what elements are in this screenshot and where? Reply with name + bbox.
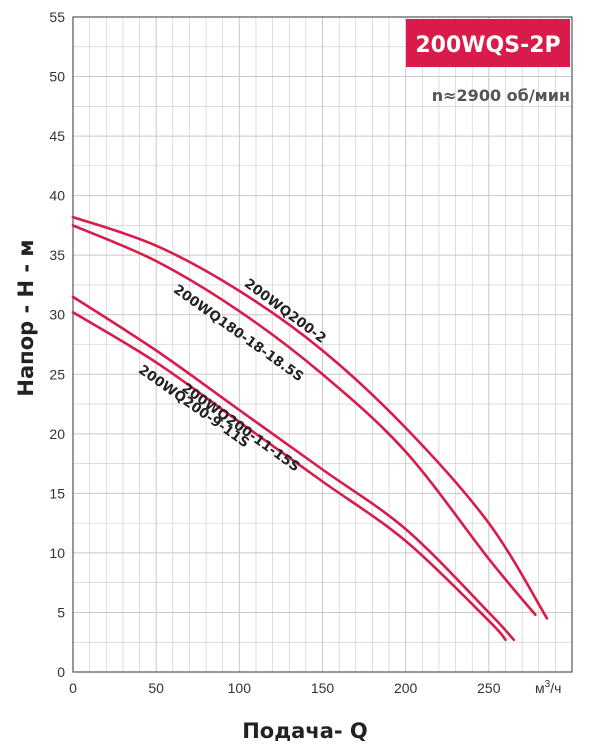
curve-series-2 [71,224,537,617]
grid [72,16,573,673]
y-tick-label: 45 [49,128,65,144]
y-tick-labels: 0 5 10 15 20 25 30 35 40 45 50 55 [49,9,65,680]
y-tick-label: 10 [49,545,65,561]
chart-title: 200WQS-2P [415,33,560,58]
y-tick-label: 5 [57,604,65,620]
x-unit-label: м3/ч [535,679,561,696]
curve-label-3: 200WQ200-11-15S [179,380,303,475]
curve-series-1 [71,215,549,620]
y-axis-title: Напор - Н - м [14,239,38,396]
y-tick-label: 0 [57,664,65,680]
x-unit-base: м [535,680,545,696]
y-tick-label: 15 [49,485,65,501]
curve-label-2: 200WQ180-18-18.5S [170,282,306,385]
title-badge [406,19,570,67]
curves [71,215,549,642]
y-tick-label: 40 [49,188,65,204]
y-tick-label: 20 [49,426,65,442]
y-tick-label: 25 [49,366,65,382]
x-axis-title: Подача- Q [242,719,368,743]
y-tick-label: 30 [49,307,65,323]
x-tick-label: 0 [69,680,77,696]
y-tick-label: 50 [49,69,65,85]
speed-label: n≈2900 об/мин [432,86,570,105]
x-tick-labels: 0 50 100 150 200 250 [69,680,501,696]
x-unit-tail: /ч [550,680,561,696]
x-tick-label: 50 [148,680,164,696]
x-unit-sup: 3 [545,679,551,690]
x-tick-label: 100 [228,680,252,696]
y-tick-label: 55 [49,9,65,25]
x-tick-label: 250 [477,680,501,696]
plot-frame [72,16,573,673]
y-tick-label: 35 [49,247,65,263]
curve-series-4 [71,311,507,642]
x-tick-label: 200 [394,680,418,696]
curve-series-3 [71,295,516,642]
x-tick-label: 150 [311,680,335,696]
